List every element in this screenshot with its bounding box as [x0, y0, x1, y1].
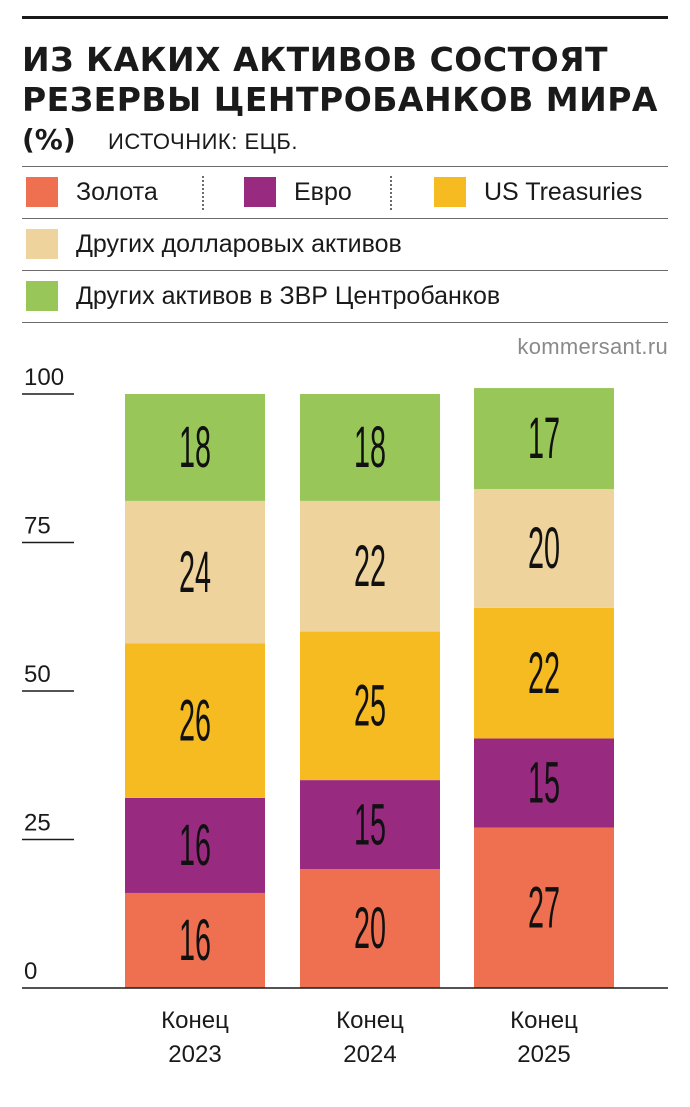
data-label: 27 [528, 876, 560, 941]
y-tick-label: 75 [24, 513, 51, 540]
data-label: 20 [528, 516, 560, 581]
bar-segment [125, 797, 265, 893]
legend-label: Других долларовых активов [76, 229, 402, 258]
legend-label: US Treasuries [484, 177, 643, 206]
data-label: 26 [179, 688, 211, 753]
legend-separator [202, 176, 204, 210]
data-label: 17 [528, 406, 560, 471]
y-tick-label: 50 [24, 661, 51, 688]
legend-item-us-treasuries: US Treasuries [434, 177, 642, 207]
x-tick-label: Конец [161, 1007, 229, 1034]
legend-swatch [26, 281, 58, 311]
data-label: 15 [354, 792, 386, 857]
y-tick-label: 0 [24, 958, 37, 985]
legend-separator [390, 176, 392, 210]
site-credit: kommersant.ru [517, 334, 668, 359]
bar-segment [125, 643, 265, 798]
x-tick-label: Конец [336, 1007, 404, 1034]
bar-segment [474, 738, 614, 828]
data-label: 18 [354, 415, 386, 480]
legend-swatch [26, 177, 58, 207]
data-label: 18 [179, 415, 211, 480]
bar-segment [474, 489, 614, 608]
bar-segment [125, 500, 265, 644]
data-label: 22 [354, 534, 386, 599]
bar-segment [300, 631, 440, 781]
legend-divider [22, 218, 668, 219]
legend-label: Евро [294, 177, 352, 206]
legend-swatch [434, 177, 466, 207]
x-tick-label: Конец [510, 1007, 578, 1034]
data-label: 16 [179, 908, 211, 973]
bar-segment [300, 780, 440, 870]
data-label: 22 [528, 641, 560, 706]
bar-segment [125, 892, 265, 988]
y-tick-label: 100 [24, 364, 64, 391]
legend-label: Других активов в ЗВР Центробанков [76, 281, 501, 310]
legend-swatch [26, 229, 58, 259]
data-label: 20 [354, 896, 386, 961]
source-note: ИСТОЧНИК: ЕЦБ. [108, 129, 298, 154]
data-label: 16 [179, 813, 211, 878]
bar-segment [125, 394, 265, 501]
chart-title: ИЗ КАКИХ АКТИВОВ СОСТОЯТ РЕЗЕРВЫ ЦЕНТРОБ… [22, 40, 672, 120]
data-label: 24 [179, 540, 211, 605]
data-label: 25 [354, 674, 386, 739]
x-tick-label: 2024 [343, 1041, 396, 1068]
y-tick-label: 25 [24, 810, 51, 837]
bar-segment [474, 827, 614, 988]
x-tick-label: 2023 [168, 1041, 221, 1068]
unit-label: (%) [22, 123, 76, 156]
data-label: 15 [528, 751, 560, 816]
bar-segment [474, 607, 614, 739]
bar-segment [474, 388, 614, 490]
legend-item-euro: Евро [244, 177, 352, 207]
bar-segment [300, 394, 440, 501]
bar-segment [300, 500, 440, 632]
legend-item-other-dollar: Других долларовых активов [26, 229, 402, 259]
chart-title-line-2: РЕЗЕРВЫ ЦЕНТРОБАНКОВ МИРА [22, 80, 658, 119]
bar-segment [300, 869, 440, 988]
x-tick-label: 2025 [517, 1041, 570, 1068]
legend-item-other-assets: Других активов в ЗВР Центробанков [26, 281, 500, 311]
legend-divider [22, 270, 668, 271]
top-rule [22, 16, 668, 19]
legend-item-gold: Золота [26, 177, 158, 207]
legend-label: Золота [76, 177, 158, 206]
chart-title-line-1: ИЗ КАКИХ АКТИВОВ СОСТОЯТ [22, 40, 609, 79]
legend-divider [22, 166, 668, 167]
legend-divider [22, 322, 668, 323]
legend-swatch [244, 177, 276, 207]
